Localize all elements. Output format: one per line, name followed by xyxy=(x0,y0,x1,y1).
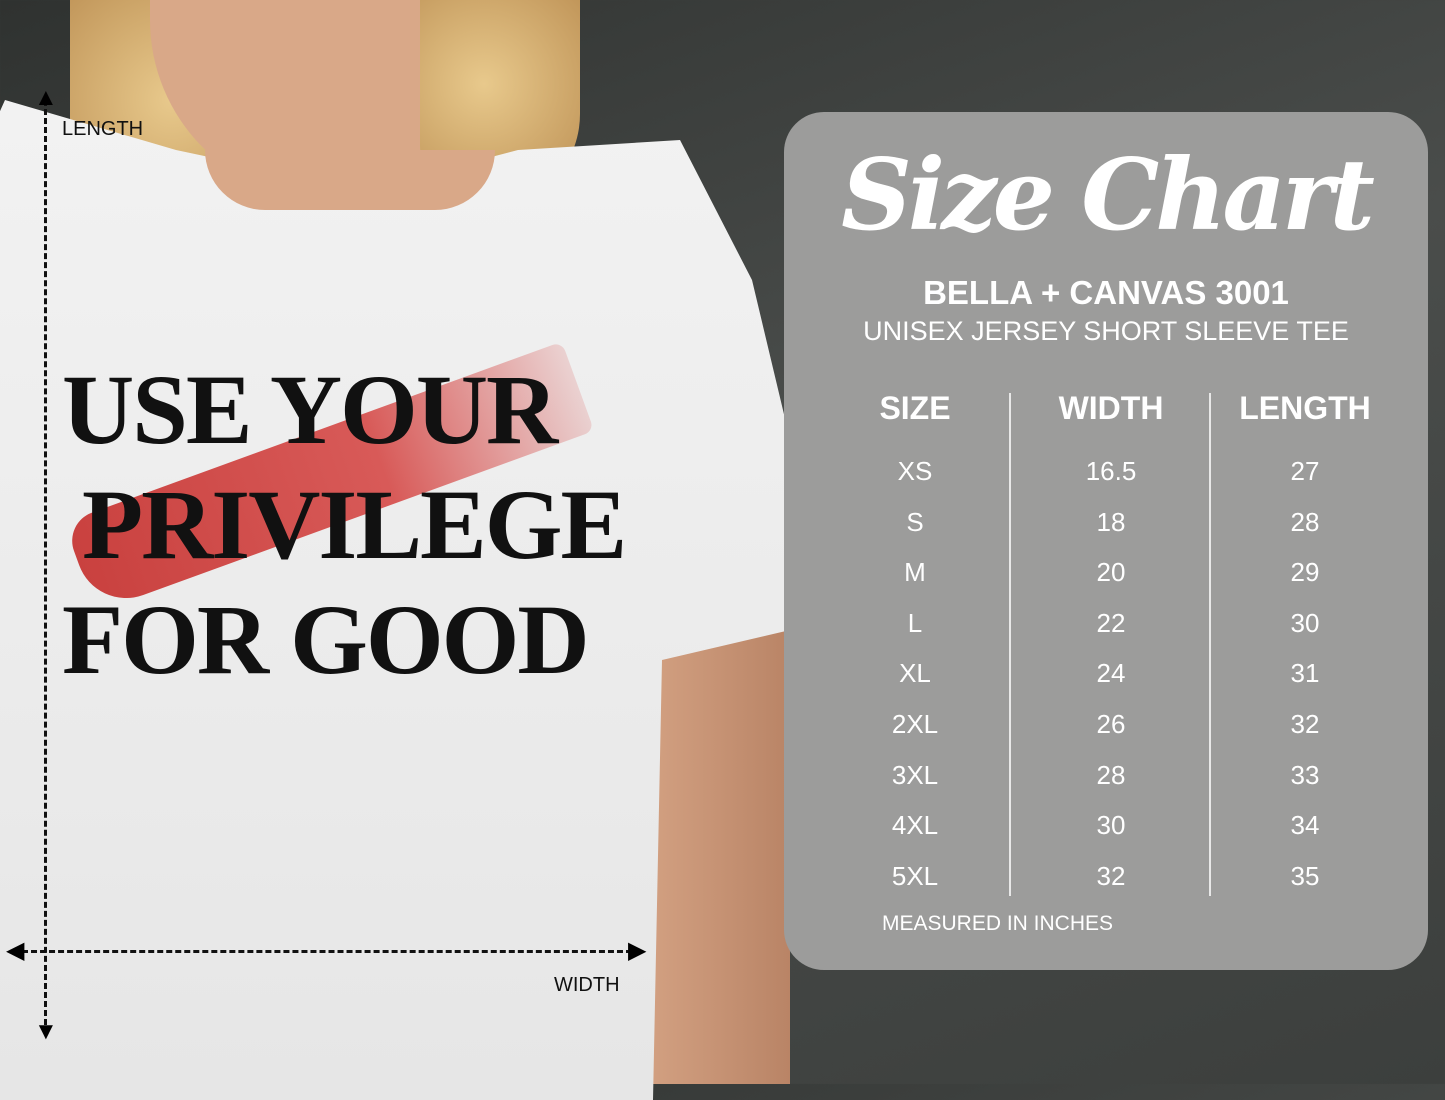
cell-width: 22 xyxy=(1096,607,1126,638)
cell-width: 16.5 xyxy=(1085,456,1137,486)
product-subtitle: UNISEX JERSEY SHORT SLEEVE TEE xyxy=(863,316,1349,346)
column-divider xyxy=(1209,393,1211,896)
design-line-2: PRIVILEGE xyxy=(82,469,627,580)
header-length: LENGTH xyxy=(1239,390,1371,426)
cell-width: 30 xyxy=(1096,810,1126,841)
size-chart-panel xyxy=(784,112,1428,970)
cell-width: 28 xyxy=(1096,759,1126,790)
length-label: LENGTH xyxy=(62,118,144,140)
cell-length: 30 xyxy=(1290,607,1320,638)
design-line-3: FOR GOOD xyxy=(62,584,590,695)
cell-length: 34 xyxy=(1290,810,1320,841)
cell-length: 32 xyxy=(1290,709,1320,739)
cell-size: XL xyxy=(899,658,931,689)
cell-width: 26 xyxy=(1096,709,1126,739)
cell-width: 24 xyxy=(1096,658,1126,689)
header-size: SIZE xyxy=(879,390,951,426)
design-line-1: USE YOUR xyxy=(62,354,558,465)
cell-length: 33 xyxy=(1290,759,1320,790)
cell-length: 29 xyxy=(1290,557,1320,588)
header-width: WIDTH xyxy=(1058,390,1164,426)
cell-size: 2XL xyxy=(891,709,939,739)
model-arm xyxy=(640,600,790,1084)
cell-length: 35 xyxy=(1290,860,1320,891)
size-chart-title: Size Chart xyxy=(841,138,1375,253)
arrow-down-icon: ▼ xyxy=(34,1018,58,1045)
cell-width: 20 xyxy=(1096,557,1126,588)
width-label: WIDTH xyxy=(554,974,620,996)
cell-length: 27 xyxy=(1290,456,1320,486)
column-divider xyxy=(1009,393,1011,896)
arrow-right-icon: ▶ xyxy=(628,937,647,964)
cell-width: 32 xyxy=(1096,860,1126,891)
neckline xyxy=(205,150,495,210)
cell-size: S xyxy=(906,506,924,537)
cell-size: 4XL xyxy=(891,810,939,841)
cell-width: 18 xyxy=(1096,506,1126,537)
cell-size: XS xyxy=(897,456,933,486)
arrow-left-icon: ◀ xyxy=(6,937,25,964)
length-dashed-line xyxy=(44,100,47,1025)
cell-size: M xyxy=(904,557,926,588)
cell-length: 31 xyxy=(1290,658,1320,689)
cell-size: 3XL xyxy=(891,759,939,790)
cell-size: L xyxy=(907,607,923,638)
width-dashed-line xyxy=(22,950,632,953)
brand-name: BELLA + CANVAS 3001 xyxy=(923,274,1289,311)
units-note: MEASURED IN INCHES xyxy=(882,912,1114,935)
cell-size: 5XL xyxy=(891,860,939,891)
cell-length: 28 xyxy=(1290,506,1320,537)
arrow-up-icon: ▲ xyxy=(34,84,58,111)
